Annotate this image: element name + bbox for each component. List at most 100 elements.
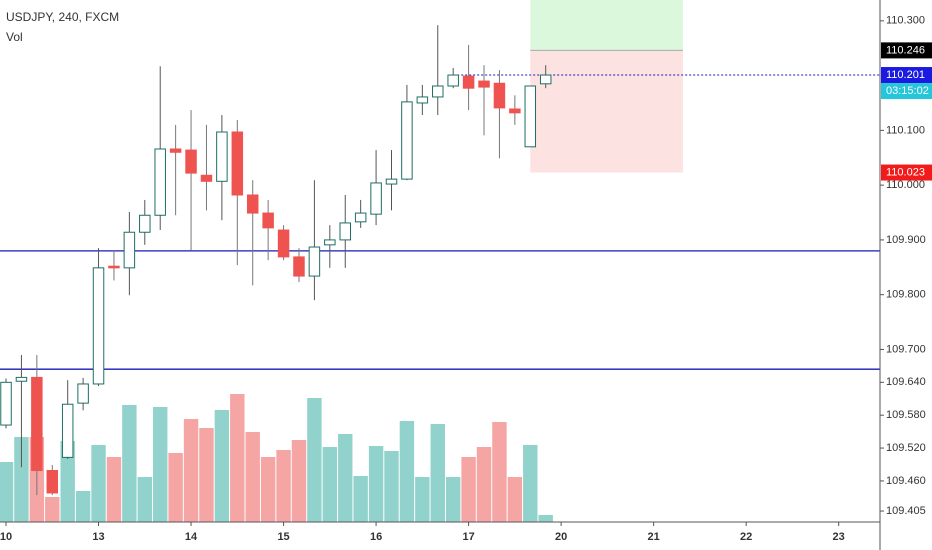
candles [0, 25, 552, 496]
y-tick-label: 110.100 [886, 124, 925, 136]
y-tick-label: 109.460 [886, 475, 926, 487]
candle-body [401, 101, 413, 180]
candle-body [77, 383, 89, 404]
volume-bar [137, 477, 153, 522]
y-tick-label: 109.520 [886, 442, 926, 454]
candle-body [385, 178, 398, 185]
x-tick-label: 21 [648, 531, 660, 543]
x-tick-label: 15 [277, 531, 289, 543]
candle-body [154, 148, 166, 216]
volume-bar [91, 445, 106, 522]
candle-body [92, 267, 105, 385]
x-tick-label: 23 [833, 531, 845, 543]
volume-bar [0, 462, 14, 522]
volume-bar [353, 476, 368, 522]
position-tool [530, 0, 683, 173]
volume-label: Vol [6, 30, 23, 44]
candle-body [324, 239, 336, 246]
y-tick-label: 109.700 [886, 343, 926, 355]
x-tick-label: 13 [92, 531, 104, 543]
volume-bar [153, 407, 168, 522]
volume-bar [415, 477, 430, 522]
candle-body [370, 182, 382, 215]
volume-bar [168, 453, 183, 522]
candle-body [509, 108, 521, 114]
chart-title: USDJPY, 240, FXCM [6, 10, 119, 24]
volume-bar [260, 457, 276, 522]
volume-bar [75, 491, 91, 522]
candle-body [15, 376, 28, 382]
volume-bar [538, 515, 553, 522]
candle-body [185, 149, 197, 174]
volume-bar [307, 398, 322, 522]
y-tick-label: 109.640 [886, 376, 926, 388]
candle-body [432, 85, 444, 98]
candle-body [262, 212, 274, 229]
entry-price-label-bg [881, 42, 932, 59]
candle-body [354, 212, 367, 223]
candle-body [539, 74, 552, 85]
countdown: 03:15:02 [886, 85, 929, 97]
x-tick-label: 14 [185, 531, 198, 543]
y-tick-label: 109.580 [886, 409, 926, 421]
volume-bar [368, 446, 384, 522]
volume-bar [338, 434, 353, 522]
volume-bar [492, 422, 507, 522]
candle-body [169, 148, 182, 153]
volume-bar [122, 405, 137, 522]
volume-bar [276, 450, 291, 522]
candle-body [493, 82, 506, 109]
candle-body [200, 174, 213, 182]
volume-bar [430, 424, 445, 522]
volume-bar [214, 410, 230, 522]
axes: 110.300 110.100 110.000 109.900 109.800 109.7… [0, 15, 932, 543]
loss-zone [530, 50, 683, 173]
candle-body [46, 470, 59, 494]
candle-body [339, 222, 351, 241]
volume-bar [322, 447, 338, 522]
candle-body [216, 131, 228, 182]
candle-body [416, 96, 429, 104]
y-tick-label: 110.000 [886, 179, 925, 191]
drawings [0, 74, 880, 370]
y-tick-label: 109.405 [886, 505, 926, 517]
volume-bar [523, 445, 538, 522]
candle-body [462, 75, 475, 89]
last-price-label-bg [881, 67, 932, 84]
candle-body [293, 256, 305, 277]
volume-pane [0, 394, 553, 522]
candle-body [246, 194, 259, 214]
x-tick-label: 17 [462, 531, 474, 543]
candle-body [231, 131, 244, 196]
candle-body [447, 74, 459, 87]
volume-bar [14, 437, 29, 522]
candle-body [139, 214, 151, 233]
volume-bar [106, 457, 122, 522]
candle-body [277, 229, 290, 258]
volume-bar [399, 421, 415, 522]
volume-bar [245, 432, 260, 522]
candle-body [31, 376, 43, 472]
candle-body [0, 381, 12, 426]
candle-body [308, 246, 321, 277]
volume-bar [230, 394, 245, 522]
volume-bar [507, 477, 523, 522]
candle-body [478, 80, 490, 88]
y-tick-label: 109.900 [886, 234, 926, 246]
volume-bar [291, 440, 307, 522]
profit-zone [530, 0, 683, 51]
volume-bar [60, 441, 75, 522]
candle-body [61, 403, 74, 458]
x-tick-label: 10 [0, 531, 12, 543]
volume-bar [384, 451, 399, 522]
volume-bar [183, 419, 199, 522]
stop-price-label: 110.023 [886, 166, 925, 178]
entry-price-label: 110.246 [886, 44, 925, 56]
y-tick-label: 110.300 [886, 15, 925, 27]
x-tick-label: 16 [370, 531, 382, 543]
last-price-label: 110.201 [886, 69, 925, 81]
y-tick-label: 109.800 [886, 289, 926, 301]
x-tick-label: 20 [555, 531, 567, 543]
volume-bar [461, 457, 476, 522]
